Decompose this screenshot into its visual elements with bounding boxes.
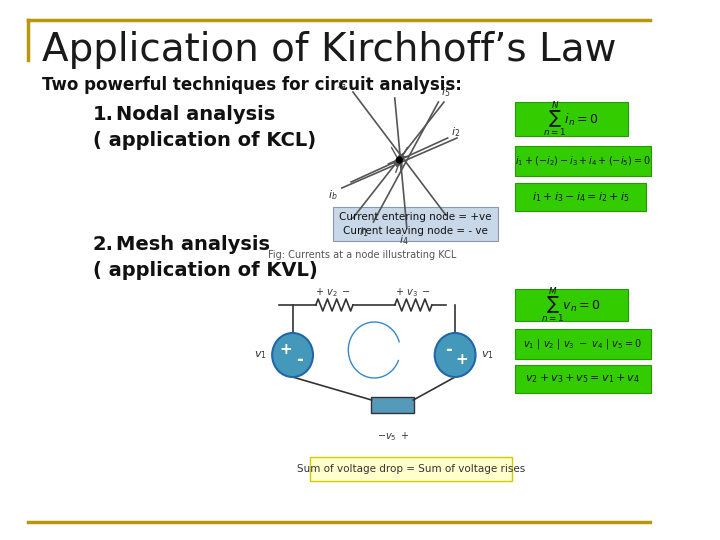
Text: $+\ v_3\ -$: $+\ v_3\ -$ (395, 287, 431, 299)
Circle shape (435, 333, 475, 377)
FancyBboxPatch shape (515, 102, 628, 136)
Text: $v_1$: $v_1$ (253, 349, 266, 361)
Text: Application of Kirchhoff’s Law: Application of Kirchhoff’s Law (42, 31, 616, 69)
Text: $i_4$: $i_4$ (399, 233, 409, 247)
Text: +: + (279, 342, 292, 357)
Text: -: - (445, 341, 452, 359)
FancyBboxPatch shape (515, 329, 651, 359)
Text: Nodal analysis: Nodal analysis (116, 105, 275, 125)
Text: $i_1$: $i_1$ (359, 225, 369, 239)
Text: $+\ v_2\ -$: $+\ v_2\ -$ (315, 287, 351, 299)
Text: $\sum_{n=1}^{M} v_n = 0$: $\sum_{n=1}^{M} v_n = 0$ (541, 285, 601, 325)
FancyBboxPatch shape (515, 146, 651, 176)
Text: Current entering node = +ve
Current leaving node = - ve: Current entering node = +ve Current leav… (339, 212, 492, 237)
Text: $v_2 + v_3 + v_5 = v_1 + v_4$: $v_2 + v_3 + v_5 = v_1 + v_4$ (526, 373, 640, 386)
FancyBboxPatch shape (310, 457, 512, 481)
Text: Sum of voltage drop = Sum of voltage rises: Sum of voltage drop = Sum of voltage ris… (297, 464, 525, 474)
Text: $i_2$: $i_2$ (451, 125, 460, 139)
Text: $v_1\ |\ v_2\ |\ v_3\ -\ v_4\ |\ v_5 = 0$: $v_1\ |\ v_2\ |\ v_3\ -\ v_4\ |\ v_5 = 0… (523, 337, 642, 351)
Text: ( application of KCL): ( application of KCL) (93, 131, 316, 150)
FancyBboxPatch shape (371, 397, 414, 413)
Text: $- v_5\ +$: $- v_5\ +$ (377, 430, 409, 443)
Text: 2.: 2. (93, 235, 114, 254)
FancyBboxPatch shape (515, 365, 651, 393)
Text: $i_1+i_3-i_4=i_2+i_5$: $i_1+i_3-i_4=i_2+i_5$ (532, 190, 629, 204)
Text: $i_5$: $i_5$ (441, 85, 451, 99)
Text: $i_1+(-i_2)-i_3+i_4+(-i_5)=0$: $i_1+(-i_2)-i_3+i_4+(-i_5)=0$ (515, 154, 651, 168)
Text: Fig: Currents at a node illustrating KCL: Fig: Currents at a node illustrating KCL (268, 250, 456, 260)
Text: Two powerful techniques for circuit analysis:: Two powerful techniques for circuit anal… (42, 76, 462, 94)
Text: $i_b$: $i_b$ (328, 188, 338, 202)
FancyBboxPatch shape (515, 289, 628, 321)
Text: 1.: 1. (93, 105, 114, 125)
FancyBboxPatch shape (515, 183, 647, 211)
Text: Mesh analysis: Mesh analysis (116, 235, 270, 254)
Text: $i_a$: $i_a$ (337, 78, 346, 92)
FancyBboxPatch shape (333, 207, 498, 241)
Text: -: - (296, 351, 302, 369)
Text: +: + (455, 353, 468, 368)
Circle shape (272, 333, 313, 377)
Text: $v_1$: $v_1$ (481, 349, 494, 361)
Circle shape (397, 157, 402, 163)
Text: ( application of KVL): ( application of KVL) (93, 260, 318, 280)
Text: $\sum_{n=1}^{N} i_n = 0$: $\sum_{n=1}^{N} i_n = 0$ (544, 99, 599, 139)
